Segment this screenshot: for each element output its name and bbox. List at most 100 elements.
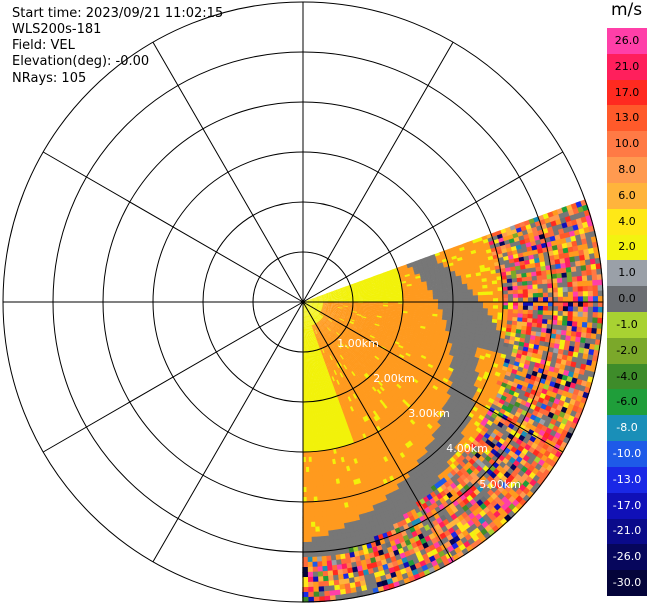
velocity-gate (395, 359, 402, 365)
velocity-gate (461, 319, 468, 324)
velocity-gate (344, 337, 350, 342)
velocity-gate (437, 296, 444, 300)
velocity-gate (389, 390, 396, 397)
velocity-gate (373, 327, 379, 331)
velocity-gate (342, 322, 348, 326)
velocity-gate (360, 340, 367, 345)
velocity-gate (363, 437, 370, 445)
velocity-gate (370, 373, 377, 380)
velocity-gate (561, 272, 568, 279)
velocity-gate (355, 403, 361, 410)
velocity-gate (357, 390, 363, 397)
velocity-gate (319, 312, 325, 317)
velocity-gate (378, 272, 384, 277)
velocity-gate (323, 315, 329, 319)
velocity-gate (465, 273, 472, 279)
velocity-gate (326, 308, 333, 311)
velocity-gate (581, 327, 588, 334)
velocity-gate (387, 303, 394, 306)
velocity-gate (355, 338, 362, 344)
velocity-gate (435, 254, 442, 260)
velocity-gate (317, 306, 323, 309)
velocity-gate (592, 279, 599, 287)
velocity-gate (386, 393, 392, 400)
velocity-gate (322, 295, 328, 298)
velocity-gate (507, 316, 514, 322)
velocity-gate (327, 319, 333, 323)
velocity-gate (370, 319, 377, 323)
velocity-gate (446, 279, 453, 284)
velocity-gate (305, 306, 308, 312)
velocity-gate (324, 322, 330, 327)
velocity-gate (347, 324, 353, 328)
velocity-gate (452, 369, 459, 375)
velocity-gate (537, 288, 544, 294)
velocity-gate (552, 249, 560, 256)
velocity-gate (498, 301, 504, 306)
velocity-gate (520, 333, 527, 340)
velocity-gate (422, 337, 429, 343)
velocity-gate (361, 438, 367, 446)
velocity-gate (427, 306, 434, 310)
velocity-gate (584, 364, 592, 372)
velocity-gate (567, 281, 574, 288)
velocity-gate (567, 225, 575, 233)
velocity-gate (476, 317, 483, 322)
velocity-gate (422, 292, 429, 296)
velocity-gate (571, 356, 578, 364)
velocity-gate (383, 272, 390, 277)
velocity-gate (397, 381, 404, 388)
velocity-gate (332, 342, 337, 348)
velocity-gate (375, 334, 382, 339)
velocity-gate (346, 288, 352, 291)
velocity-gate (322, 304, 329, 306)
velocity-gate (367, 383, 373, 390)
velocity-gate (337, 293, 343, 296)
velocity-gate (413, 333, 420, 337)
velocity-gate (366, 436, 372, 443)
velocity-gate (446, 317, 453, 322)
velocity-gate (373, 303, 379, 305)
velocity-gate (402, 292, 409, 295)
velocity-gate (364, 320, 371, 324)
velocity-gate (379, 386, 386, 392)
velocity-gate (371, 315, 378, 319)
velocity-gate (487, 291, 494, 296)
velocity-gate (316, 322, 321, 328)
velocity-gate (552, 282, 559, 289)
velocity-gate (437, 309, 444, 313)
velocity-gate (372, 348, 379, 354)
velocity-gate (370, 280, 376, 284)
velocity-gate (313, 302, 319, 304)
velocity-gate (353, 409, 359, 416)
velocity-gate (579, 233, 587, 241)
velocity-gate (367, 452, 373, 460)
velocity-gate (397, 298, 404, 301)
velocity-gate (412, 264, 419, 269)
velocity-gate (352, 343, 358, 349)
velocity-gate (373, 338, 380, 343)
velocity-gate (402, 268, 409, 272)
velocity-gate (349, 338, 355, 344)
velocity-gate (442, 377, 449, 384)
velocity-gate (337, 307, 344, 310)
velocity-gate (360, 370, 366, 376)
velocity-gate (429, 253, 437, 259)
velocity-gate (545, 241, 553, 248)
velocity-gate (347, 341, 353, 346)
velocity-gate (359, 349, 365, 355)
velocity-gate (366, 329, 373, 333)
velocity-gate (373, 326, 380, 330)
velocity-gate (326, 333, 331, 339)
velocity-gate (366, 425, 372, 432)
velocity-gate (326, 340, 331, 346)
velocity-gate (312, 298, 319, 300)
velocity-gate (355, 374, 361, 380)
velocity-gate (361, 288, 368, 292)
velocity-gate (419, 377, 426, 383)
velocity-gate (327, 304, 334, 306)
velocity-gate (409, 327, 416, 332)
velocity-gate (328, 349, 333, 356)
velocity-gate (341, 365, 347, 371)
velocity-gate (388, 329, 395, 333)
